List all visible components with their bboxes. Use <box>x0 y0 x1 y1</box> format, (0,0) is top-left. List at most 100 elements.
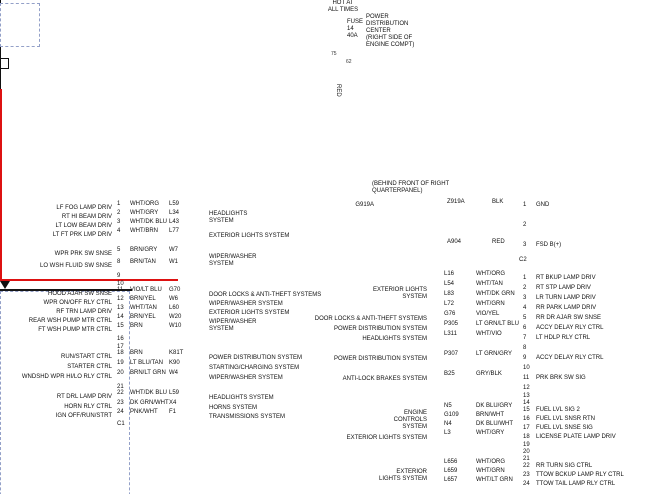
pin-label: LT LOW BEAM DRIV <box>55 223 112 229</box>
system-label: POWER DISTRIBUTION SYSTEM <box>333 325 427 332</box>
circuit-id: L54 <box>444 281 455 287</box>
circuit-id: W1 <box>169 259 178 265</box>
circuit-id: X4 <box>169 400 177 406</box>
pin-number: 18 <box>523 434 530 440</box>
pin-label: WPR PRK SW SNSE <box>54 251 112 257</box>
ground-location-label: (BEHIND FRONT OF RIGHT QUARTERPANEL) <box>372 181 450 194</box>
wire-color-label: LT GRN/LT BLU <box>476 321 519 327</box>
system-label: WIPER/WASHER SYSTEM <box>209 374 283 381</box>
wire-color-label: DK GRN/WHT <box>130 400 169 406</box>
pin-label: TTOW TAIL LAMP RLY CTRL <box>536 481 616 487</box>
circuit-id: L59 <box>169 390 180 396</box>
pin-number: 5 <box>117 247 121 253</box>
pin-label: REAR WSH PUMP MTR CTRL <box>28 318 112 324</box>
pin-number: 20 <box>117 370 124 376</box>
system-label: HEADLIGHTS SYSTEM <box>209 211 248 224</box>
pin-number: 12 <box>523 385 530 391</box>
wire-color-label: WHT/ORG <box>476 459 505 465</box>
wire-color-label: BRN <box>130 323 143 329</box>
circuit-id: P305 <box>444 321 459 327</box>
pin-label: RR PARK LAMP DRIV <box>536 305 597 311</box>
circuit-id: N5 <box>444 403 452 409</box>
system-label: EXTERIOR LIGHTS SYSTEM <box>209 309 290 316</box>
pin-label: IGN OFF/RUN/STRT <box>55 413 112 419</box>
wire-color-label: BRN/YEL <box>130 314 156 320</box>
system-label: DOOR LOCKS & ANTI-THEFT SYSTEMS <box>209 291 322 298</box>
pin-number: 24 <box>523 481 530 487</box>
pin-number: 12 <box>117 296 124 302</box>
system-label: EXTERIOR LIGHTS SYSTEM <box>372 287 427 300</box>
wire-color-label: VIO/YEL <box>476 311 500 317</box>
wire-color-label: PNK/WHT <box>130 409 158 415</box>
circuit-id: L60 <box>169 305 180 311</box>
pin-label: RUN/START CTRL <box>60 354 112 360</box>
fuse-location-label: POWER DISTRIBUTION CENTER (RIGHT SIDE OF… <box>366 14 415 48</box>
system-label: POWER DISTRIBUTION SYSTEM <box>333 355 427 362</box>
system-label: STARTING/CHARGING SYSTEM <box>209 364 300 371</box>
pin-number: 13 <box>523 393 530 399</box>
circuit-id: Z919A <box>447 199 465 205</box>
circuit-id: L77 <box>169 228 180 234</box>
circuit-id: B25 <box>444 371 455 377</box>
wire-color-label: WHT/DK BLU <box>130 219 168 225</box>
wire-color-label: WHT/DK BLU <box>130 390 168 396</box>
circuit-id: N4 <box>444 421 452 427</box>
pin-number: 9 <box>117 273 121 279</box>
pin-label: LO WSH FLUID SW SNSE <box>39 263 112 269</box>
wire-color-label: BRN <box>130 350 143 356</box>
wire-color-label: BRN/YEL <box>130 296 156 302</box>
feed-wire-horizontal <box>0 279 178 281</box>
wire-color-label: BLK <box>492 199 504 205</box>
pin-number: 2 <box>523 222 527 228</box>
wire-color-label: LT GRN/GRY <box>476 351 513 357</box>
pin-number: 4 <box>523 305 527 311</box>
connector-id: C2 <box>518 257 528 264</box>
circuit-id: W6 <box>169 296 178 302</box>
pin-label: RT DRL LAMP DRIV <box>56 394 112 400</box>
pin-label: FUEL LVL SNSE SIG <box>536 425 593 431</box>
wire-color-label: WHT/BRN <box>130 228 158 234</box>
wire <box>0 0 1 3</box>
pin-label: FSD B(+) <box>536 242 562 248</box>
wire-color-label: RED <box>492 239 505 245</box>
pin-number: 11 <box>523 375 530 381</box>
pin-number: 8 <box>523 345 527 351</box>
ground-icon <box>0 281 10 289</box>
pin-label: HOOD AJAR SW SNSE <box>47 291 112 297</box>
pin-number: 24 <box>117 409 124 415</box>
wire-color-label: WHT/DK GRN <box>476 291 515 297</box>
pin-number: 9 <box>523 355 527 361</box>
circuit-id: L72 <box>444 301 455 307</box>
pin-label: WPR ON/OFF RLY CTRL <box>43 300 112 306</box>
wire-color-label: WHT/GRY <box>130 210 159 216</box>
pin-number: 10 <box>523 365 530 371</box>
circuit-id: A904 <box>447 239 462 245</box>
system-label: WIPER/WASHER SYSTEM <box>209 300 283 307</box>
wire-color-label: WHT/GRN <box>476 301 505 307</box>
pin-number: 21 <box>523 456 530 462</box>
feed-wire-vertical <box>0 89 2 279</box>
connector-id: C1 <box>117 421 125 427</box>
system-label: HEADLIGHTS SYSTEM <box>362 335 427 342</box>
pin-number: 17 <box>523 425 530 431</box>
circuit-id: F1 <box>169 409 177 415</box>
pin-label: RR DR AJAR SW SNSE <box>536 315 602 321</box>
wire-color-label: VIO/LT BLU <box>130 287 162 293</box>
circuit-id: L3 <box>444 430 451 436</box>
circuit-id: P307 <box>444 351 459 357</box>
wire-color-label: WHT/GRN <box>476 468 505 474</box>
wire <box>0 69 1 89</box>
circuit-id: L659 <box>444 468 458 474</box>
pin-number: 4 <box>117 228 121 234</box>
circuit-id: L83 <box>444 291 455 297</box>
wire <box>0 47 1 58</box>
pin-number: 1 <box>523 275 527 281</box>
pin-label: GND <box>536 202 550 208</box>
pin-label: TTOW BCKUP LAMP RLY CTRL <box>536 472 624 478</box>
pin-label: RT BKUP LAMP DRIV <box>536 275 596 281</box>
pin-number: 2 <box>117 210 121 216</box>
circuit-id: L34 <box>169 210 180 216</box>
system-label: EXTERIOR LIGHTS SYSTEM <box>209 232 290 239</box>
pin-label: LT FT PRK LMP DRIV <box>52 232 112 238</box>
